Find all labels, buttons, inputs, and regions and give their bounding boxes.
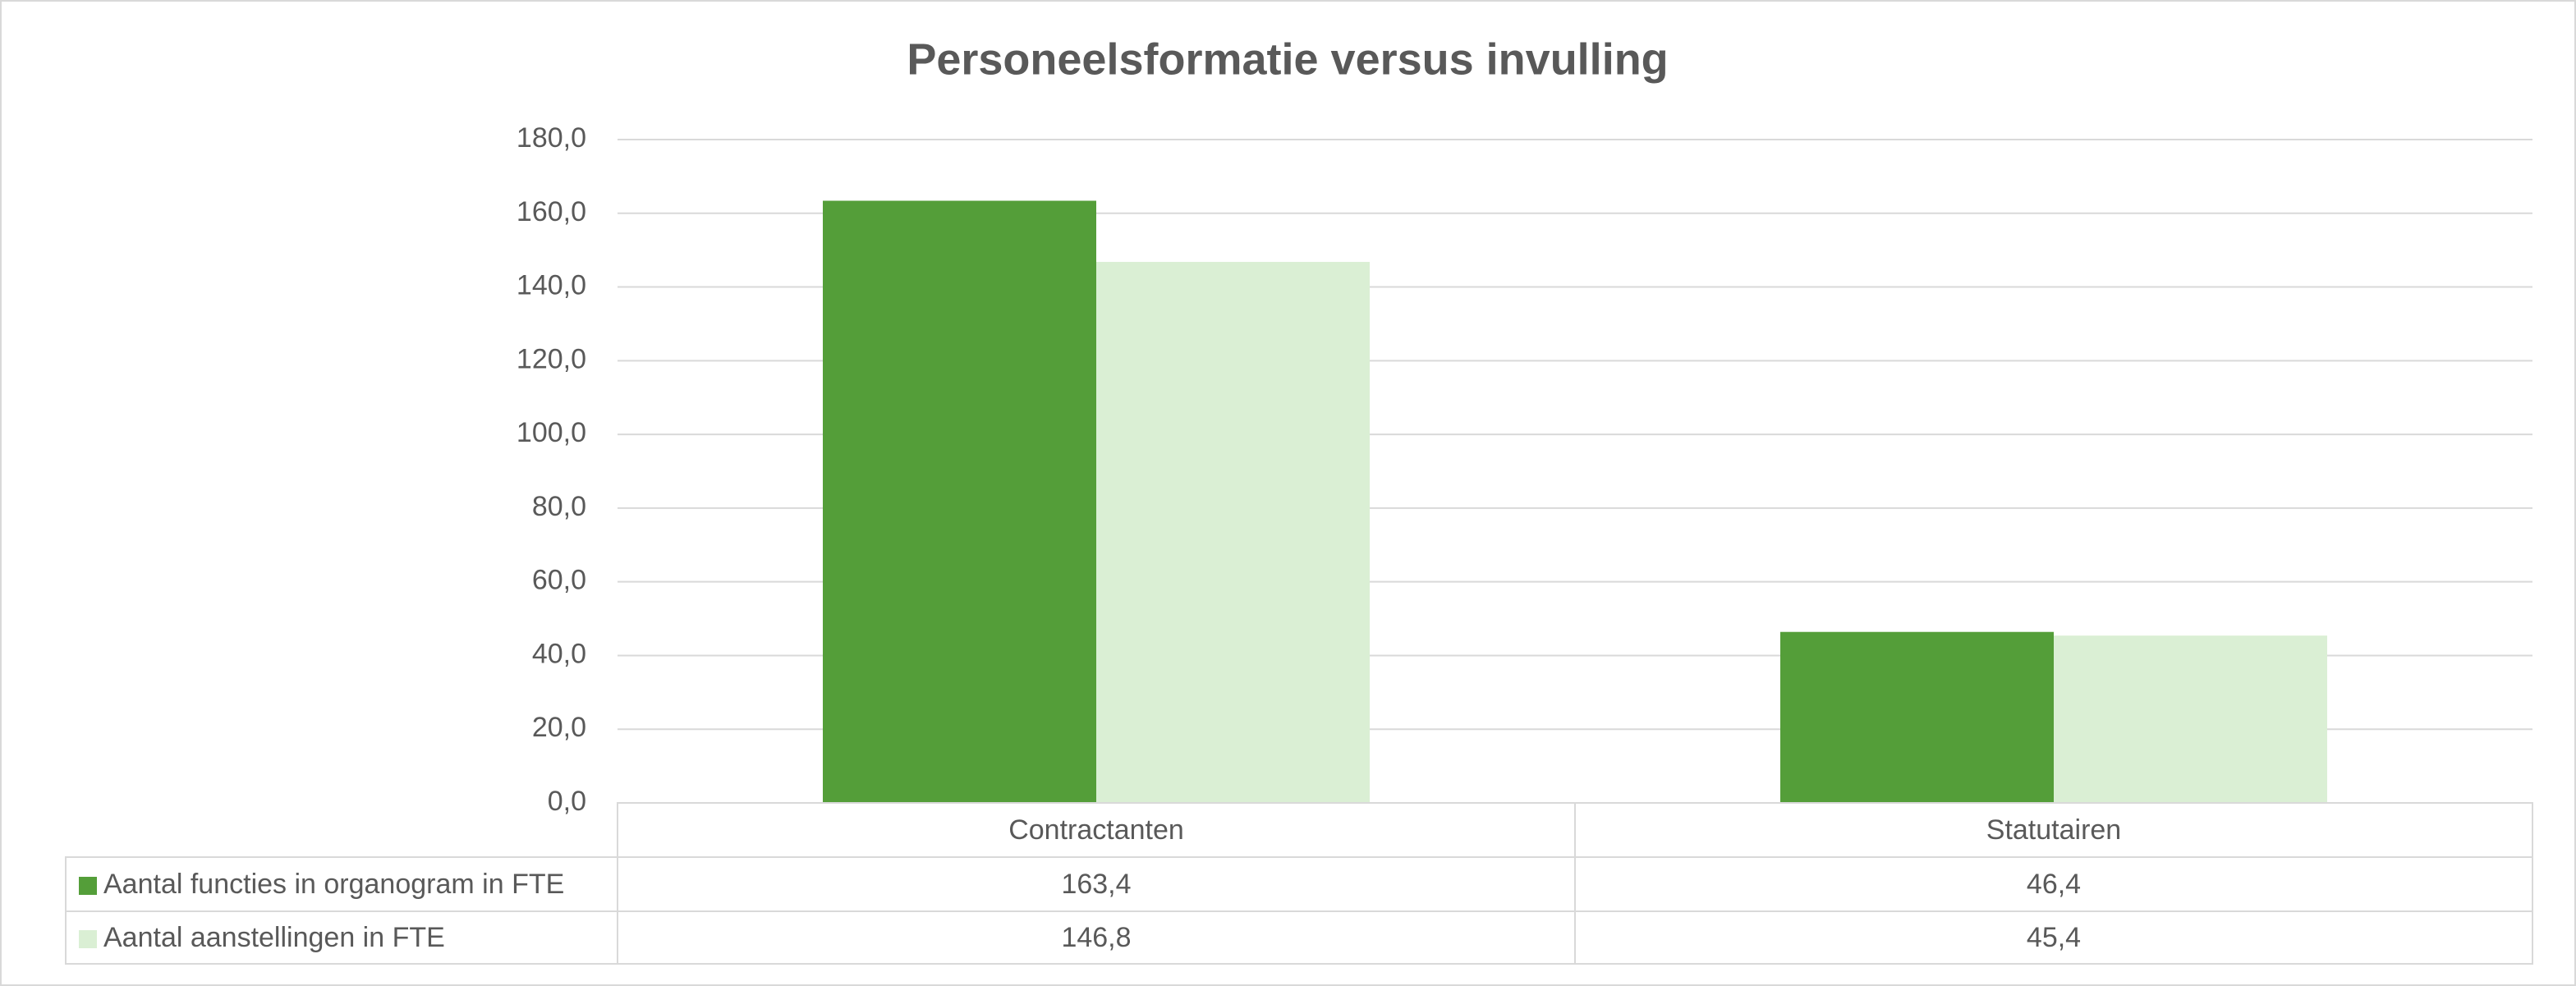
y-tick-label: 180,0 xyxy=(517,122,586,154)
bar xyxy=(2054,635,2327,803)
bar xyxy=(1780,631,2054,803)
data-table-value: 146,8 xyxy=(1061,922,1131,953)
x-tick-label: Statutairen xyxy=(1986,814,2121,846)
legend-swatch xyxy=(79,930,97,948)
y-tick-label: 120,0 xyxy=(517,343,586,374)
legend-label: Aantal aanstellingen in FTE xyxy=(103,922,445,953)
y-tick-label: 100,0 xyxy=(517,417,586,448)
y-tick-label: 80,0 xyxy=(532,491,586,522)
data-table-value: 163,4 xyxy=(1061,869,1131,900)
y-tick-label: 140,0 xyxy=(517,270,586,301)
y-tick-label: 60,0 xyxy=(532,565,586,596)
y-tick-label: 20,0 xyxy=(532,712,586,743)
legend-swatch xyxy=(79,877,97,895)
chart-title: Personeelsformatie versus invulling xyxy=(907,34,1668,84)
y-tick-label: 40,0 xyxy=(532,638,586,669)
data-table-value: 46,4 xyxy=(2027,869,2081,900)
legend-label: Aantal functies in organogram in FTE xyxy=(103,869,564,900)
y-tick-label: 160,0 xyxy=(517,196,586,227)
bar xyxy=(823,200,1096,803)
y-tick-label: 0,0 xyxy=(548,786,586,817)
x-tick-label: Contractanten xyxy=(1008,814,1184,846)
bar xyxy=(1096,262,1370,803)
data-table-value: 45,4 xyxy=(2027,922,2081,953)
